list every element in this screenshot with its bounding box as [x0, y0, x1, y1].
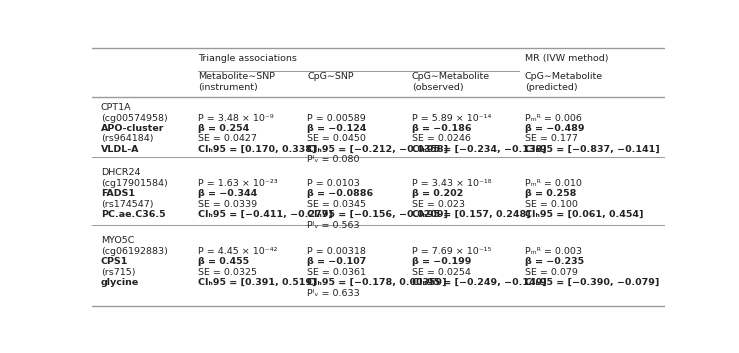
Text: Metabolite∼SNP: Metabolite∼SNP — [198, 72, 276, 81]
Text: Pᴵᵥ = 0.633: Pᴵᵥ = 0.633 — [307, 289, 360, 298]
Text: (instrument): (instrument) — [198, 83, 258, 92]
Text: CPS1: CPS1 — [101, 257, 129, 266]
Text: CpG∼SNP: CpG∼SNP — [307, 72, 354, 81]
Text: SE = 0.0325: SE = 0.0325 — [198, 268, 257, 277]
Text: CpG∼Metabolite: CpG∼Metabolite — [412, 72, 490, 81]
Text: β = 0.258: β = 0.258 — [525, 189, 576, 198]
Text: Triangle associations: Triangle associations — [198, 54, 297, 63]
Text: (rs715): (rs715) — [101, 268, 135, 277]
Text: P = 0.00318: P = 0.00318 — [307, 247, 366, 256]
Text: (rs174547): (rs174547) — [101, 200, 154, 209]
Text: β = −0.186: β = −0.186 — [412, 124, 471, 133]
Text: CPT1A: CPT1A — [101, 103, 132, 112]
Text: Pᴵᵥ = 0.563: Pᴵᵥ = 0.563 — [307, 221, 360, 230]
Text: P = 0.0103: P = 0.0103 — [307, 179, 360, 188]
Text: β = 0.254: β = 0.254 — [198, 124, 250, 133]
Text: Pᴵᵥ = 0.080: Pᴵᵥ = 0.080 — [307, 155, 360, 164]
Text: SE = 0.100: SE = 0.100 — [525, 200, 578, 209]
Text: β = −0.235: β = −0.235 — [525, 257, 584, 266]
Text: CIₕ95 = [0.391, 0.519]: CIₕ95 = [0.391, 0.519] — [198, 278, 317, 287]
Text: (rs964184): (rs964184) — [101, 134, 154, 143]
Text: DHCR24: DHCR24 — [101, 168, 140, 177]
Text: β = −0.107: β = −0.107 — [307, 257, 367, 266]
Text: APO-cluster: APO-cluster — [101, 124, 165, 133]
Text: Pₘᴿ = 0.010: Pₘᴿ = 0.010 — [525, 179, 582, 188]
Text: P = 7.69 × 10⁻¹⁵: P = 7.69 × 10⁻¹⁵ — [412, 247, 491, 256]
Text: SE = 0.0246: SE = 0.0246 — [412, 134, 471, 143]
Text: CIₕ95 = [−0.156, −0.0209]: CIₕ95 = [−0.156, −0.0209] — [307, 210, 448, 219]
Text: P = 3.43 × 10⁻¹⁸: P = 3.43 × 10⁻¹⁸ — [412, 179, 491, 188]
Text: CIₕ95 = [−0.178, 0.00359]: CIₕ95 = [−0.178, 0.00359] — [307, 278, 447, 287]
Text: FADS1: FADS1 — [101, 189, 135, 198]
Text: SE = 0.0427: SE = 0.0427 — [198, 134, 257, 143]
Text: SE = 0.079: SE = 0.079 — [525, 268, 578, 277]
Text: β = 0.455: β = 0.455 — [198, 257, 250, 266]
Text: SE = 0.177: SE = 0.177 — [525, 134, 578, 143]
Text: CIₕ95 = [−0.212, −0.0358]: CIₕ95 = [−0.212, −0.0358] — [307, 145, 449, 154]
Text: P = 1.63 × 10⁻²³: P = 1.63 × 10⁻²³ — [198, 179, 278, 188]
Text: (cg00574958): (cg00574958) — [101, 114, 168, 122]
Text: SE = 0.0339: SE = 0.0339 — [198, 200, 257, 209]
Text: CIₕ95 = [0.157, 0.248]: CIₕ95 = [0.157, 0.248] — [412, 210, 531, 219]
Text: (observed): (observed) — [412, 83, 463, 92]
Text: CIₕ95 = [−0.837, −0.141]: CIₕ95 = [−0.837, −0.141] — [525, 145, 659, 154]
Text: P = 5.89 × 10⁻¹⁴: P = 5.89 × 10⁻¹⁴ — [412, 114, 491, 122]
Text: SE = 0.0361: SE = 0.0361 — [307, 268, 366, 277]
Text: β = −0.199: β = −0.199 — [412, 257, 471, 266]
Text: SE = 0.0450: SE = 0.0450 — [307, 134, 366, 143]
Text: β = 0.202: β = 0.202 — [412, 189, 463, 198]
Text: SE = 0.0345: SE = 0.0345 — [307, 200, 366, 209]
Text: CIₕ95 = [−0.249, −0.149]: CIₕ95 = [−0.249, −0.149] — [412, 278, 547, 287]
Text: Pₘᴿ = 0.003: Pₘᴿ = 0.003 — [525, 247, 582, 256]
Text: glycine: glycine — [101, 278, 139, 287]
Text: CIₕ95 = [0.061, 0.454]: CIₕ95 = [0.061, 0.454] — [525, 210, 643, 219]
Text: CIₕ95 = [−0.411, −0.277]: CIₕ95 = [−0.411, −0.277] — [198, 210, 333, 219]
Text: β = −0.489: β = −0.489 — [525, 124, 585, 133]
Text: CIₕ95 = [−0.234, −0.138]: CIₕ95 = [−0.234, −0.138] — [412, 145, 547, 154]
Text: PC.ae.C36.5: PC.ae.C36.5 — [101, 210, 166, 219]
Text: β = −0.344: β = −0.344 — [198, 189, 258, 198]
Text: (predicted): (predicted) — [525, 83, 577, 92]
Text: CIₕ95 = [−0.390, −0.079]: CIₕ95 = [−0.390, −0.079] — [525, 278, 659, 287]
Text: (cg06192883): (cg06192883) — [101, 247, 168, 256]
Text: MYO5C: MYO5C — [101, 236, 134, 245]
Text: SE = 0.023: SE = 0.023 — [412, 200, 465, 209]
Text: MR (IVW method): MR (IVW method) — [525, 54, 608, 63]
Text: VLDL-A: VLDL-A — [101, 145, 140, 154]
Text: β = −0.124: β = −0.124 — [307, 124, 367, 133]
Text: SE = 0.0254: SE = 0.0254 — [412, 268, 471, 277]
Text: β = −0.0886: β = −0.0886 — [307, 189, 373, 198]
Text: P = 3.48 × 10⁻⁹: P = 3.48 × 10⁻⁹ — [198, 114, 274, 122]
Text: Pₘᴿ = 0.006: Pₘᴿ = 0.006 — [525, 114, 582, 122]
Text: P = 4.45 × 10⁻⁴²: P = 4.45 × 10⁻⁴² — [198, 247, 278, 256]
Text: CIₕ95 = [0.170, 0.338]: CIₕ95 = [0.170, 0.338] — [198, 145, 317, 154]
Text: P = 0.00589: P = 0.00589 — [307, 114, 366, 122]
Text: (cg17901584): (cg17901584) — [101, 179, 168, 188]
Text: CpG∼Metabolite: CpG∼Metabolite — [525, 72, 603, 81]
